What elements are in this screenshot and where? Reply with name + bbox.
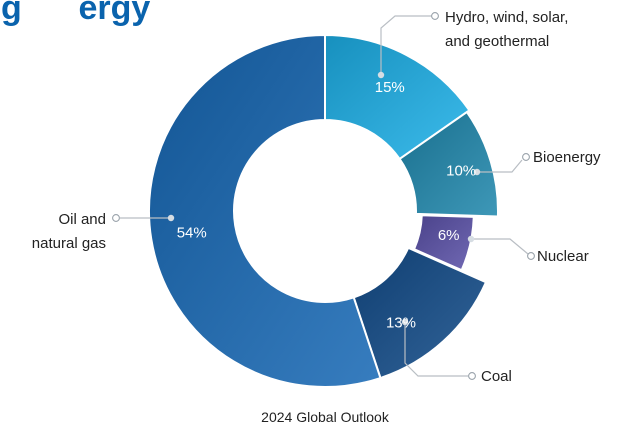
slice-label-coal: 13% [386, 315, 416, 332]
leader-line-nuclear [471, 238, 529, 255]
chart-caption: 2024 Global Outlook [261, 409, 390, 425]
leader-end-hydro-wind-solar-and-geothermal [431, 12, 439, 20]
leader-end-bioenergy [522, 153, 530, 161]
category-label-nuclear: Nuclear [537, 248, 589, 265]
slice-label-oil-and-natural-gas: 54% [177, 225, 207, 242]
labels-group: 15% 10% 6% 13% 54% Hydro, wind, solar, and geo… [32, 9, 601, 385]
category-label-oil-and-natural-gas: Oil and [58, 211, 106, 228]
category-label-bioenergy: Bioenergy [533, 149, 601, 166]
chart-title-fragment: g ergy [1, 0, 150, 27]
leader-end-coal [468, 372, 476, 380]
slice-hydro-wind-solar-and-geothermal [324, 33, 471, 161]
slice-oil-and-natural-gas [148, 33, 382, 388]
slice-label-bioenergy: 10% [446, 163, 476, 180]
leader-end-nuclear [527, 252, 535, 260]
leader-dot-oil-and-natural-gas [167, 214, 175, 222]
slice-label-hydro-wind-solar-and-geothermal: 15% [375, 79, 405, 96]
category-label-oil-and-natural-gas: natural gas [32, 235, 106, 252]
slice-label-nuclear: 6% [438, 227, 460, 244]
leader-line-bioenergy [477, 159, 523, 173]
slice-bioenergy [398, 110, 499, 218]
category-label-coal: Coal [481, 368, 512, 385]
leader-dot-nuclear [467, 235, 475, 243]
leader-end-oil-and-natural-gas [112, 214, 120, 222]
leader-dot-coal [401, 318, 409, 326]
leaders-group [112, 12, 535, 380]
leader-dot-hydro-wind-solar-and-geothermal [377, 71, 385, 79]
leader-dot-bioenergy [473, 168, 481, 176]
leader-line-coal [404, 322, 468, 377]
category-label-hydro-wind-solar-and-geothermal: Hydro, wind, solar, [445, 9, 568, 26]
slice-nuclear [412, 214, 475, 272]
leader-line-hydro-wind-solar-and-geothermal [380, 15, 432, 75]
category-label-hydro-wind-solar-and-geothermal: and geothermal [445, 33, 549, 50]
slices-group [148, 33, 499, 388]
